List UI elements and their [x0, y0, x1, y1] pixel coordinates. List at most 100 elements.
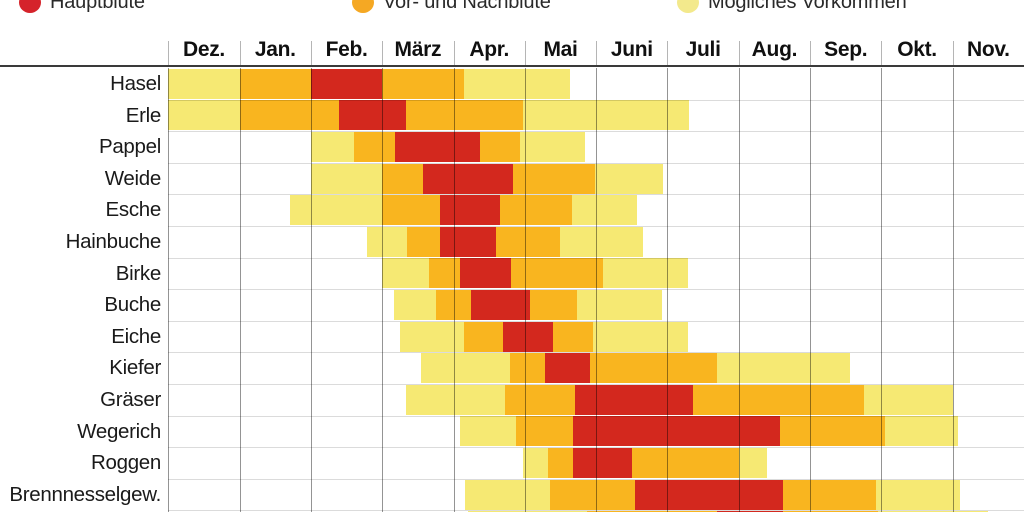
- bar-segment-haupt: [459, 258, 512, 289]
- bar-segment-haupt: [395, 132, 480, 162]
- month-separator-tick: [881, 41, 883, 65]
- month-label-juli: Juli: [685, 38, 721, 61]
- legend-haupt-dot-icon: [19, 0, 41, 13]
- row-separator-line: [168, 510, 1024, 512]
- month-gridline: [952, 68, 954, 512]
- bar-segment-haupt: [573, 416, 781, 447]
- bar-segment-moeglich: [522, 448, 549, 478]
- bar-segment-vornach: [239, 68, 311, 99]
- bar-segment-moeglich: [310, 132, 354, 162]
- month-label-sep: Sep.: [824, 38, 868, 61]
- month-gridline: [453, 68, 455, 512]
- row-separator-line: [168, 447, 1024, 449]
- bar-segment-vornach: [239, 100, 340, 131]
- bar-segment-moeglich: [310, 163, 383, 194]
- bar-segment-vornach: [589, 353, 717, 384]
- month-label-juni: Juni: [610, 38, 653, 61]
- bar-segment-moeglich: [393, 290, 437, 320]
- row-label-wegerich: Wegerich: [77, 419, 161, 443]
- row-label-hainbuche: Hainbuche: [65, 230, 162, 253]
- bar-segment-vornach: [631, 448, 739, 478]
- bar-segment-moeglich: [464, 68, 570, 99]
- row-label-weide: Weide: [104, 166, 162, 190]
- row-label-kiefer: Kiefer: [109, 356, 161, 380]
- legend-item-moeglich: Mögliches Vorkommen: [677, 0, 907, 15]
- month-label-jan: Jan.: [254, 38, 296, 61]
- bar-segment-moeglich: [738, 448, 768, 478]
- bar-segment-vornach: [512, 163, 595, 194]
- row-label-hasel: Hasel: [110, 72, 161, 95]
- month-label-feb: Feb.: [325, 38, 368, 61]
- month-gridline: [738, 68, 740, 512]
- month-separator-tick: [667, 41, 669, 65]
- bar-segment-moeglich: [571, 195, 637, 226]
- bar-segment-vornach: [780, 416, 885, 447]
- bar-segment-vornach: [479, 132, 520, 162]
- month-separator-tick: [738, 41, 740, 65]
- month-label-dez: Dez.: [182, 38, 225, 61]
- bar-segment-vornach: [499, 195, 572, 226]
- legend-label: Mögliches Vorkommen: [708, 0, 907, 13]
- bar-segment-vornach: [529, 290, 577, 320]
- bar-segment-moeglich: [593, 321, 689, 352]
- row-separator-line: [168, 415, 1024, 417]
- header-divider-line: [0, 65, 1024, 67]
- row-label-pappel: Pappel: [98, 135, 161, 159]
- bar-segment-haupt: [544, 353, 590, 384]
- row-separator-line: [168, 289, 1024, 291]
- bar-segment-vornach: [509, 353, 545, 384]
- bar-segment-moeglich: [594, 163, 664, 194]
- month-separator-tick: [453, 41, 455, 65]
- bar-segment-moeglich: [382, 258, 429, 289]
- month-separator-tick: [810, 41, 812, 65]
- bar-segment-haupt: [310, 68, 383, 99]
- legend-vornach-dot-icon: [352, 0, 374, 13]
- legend-label: Hauptblüte: [50, 0, 145, 13]
- row-separator-line: [168, 352, 1024, 354]
- legend-item-vornach: Vor- und Nachblüte: [352, 0, 551, 15]
- bar-segment-vornach: [504, 384, 575, 415]
- month-separator-tick: [524, 41, 526, 65]
- bar-segment-vornach: [511, 258, 604, 289]
- month-label-okt: Okt.: [897, 38, 937, 61]
- bar-segment-moeglich: [168, 100, 240, 131]
- month-label-aug: Aug.: [751, 38, 798, 61]
- bar-segment-moeglich: [459, 416, 517, 447]
- month-separator-tick: [310, 41, 312, 65]
- bar-segment-vornach: [548, 448, 574, 478]
- month-gridline: [596, 68, 598, 512]
- row-label-roggen: Roggen: [90, 451, 161, 475]
- month-gridline: [524, 68, 526, 512]
- month-gridline: [382, 68, 384, 512]
- row-separator-line: [168, 478, 1024, 480]
- row-label-birke: Birke: [115, 261, 162, 285]
- bar-segment-moeglich: [876, 479, 960, 510]
- month-separator-tick: [596, 41, 598, 65]
- legend: Hauptblüte Vor- und Nachblüte Mögliches Vo…: [0, 0, 1024, 15]
- bar-segment-haupt: [574, 384, 694, 415]
- row-separator-line: [168, 99, 1024, 101]
- bar-segment-moeglich: [863, 384, 953, 415]
- row-label-erle: Erle: [125, 103, 162, 127]
- bar-segment-moeglich: [405, 384, 505, 415]
- bar-segment-vornach: [463, 321, 504, 352]
- bar-segment-moeglich: [400, 321, 464, 352]
- bar-segment-moeglich: [884, 416, 959, 447]
- bar-segment-moeglich: [366, 226, 408, 257]
- bar-segment-haupt: [439, 195, 500, 226]
- row-label-buche: Buche: [104, 293, 161, 317]
- bar-segment-haupt: [439, 226, 497, 257]
- legend-label: Vor- und Nachblüte: [383, 0, 551, 13]
- bar-segment-vornach: [382, 195, 440, 226]
- month-gridline: [239, 68, 241, 512]
- bar-segment-moeglich: [716, 353, 851, 384]
- legend-item-haupt: Hauptblüte: [19, 0, 145, 15]
- bar-segment-moeglich: [603, 258, 689, 289]
- legend-moeglich-dot-icon: [677, 0, 699, 13]
- bar-segment-vornach: [516, 416, 574, 447]
- bar-segment-haupt: [422, 163, 513, 194]
- bar-segment-moeglich: [464, 479, 550, 510]
- bar-segment-moeglich: [519, 132, 586, 162]
- bar-segment-vornach: [693, 384, 864, 415]
- month-gridline: [881, 68, 883, 512]
